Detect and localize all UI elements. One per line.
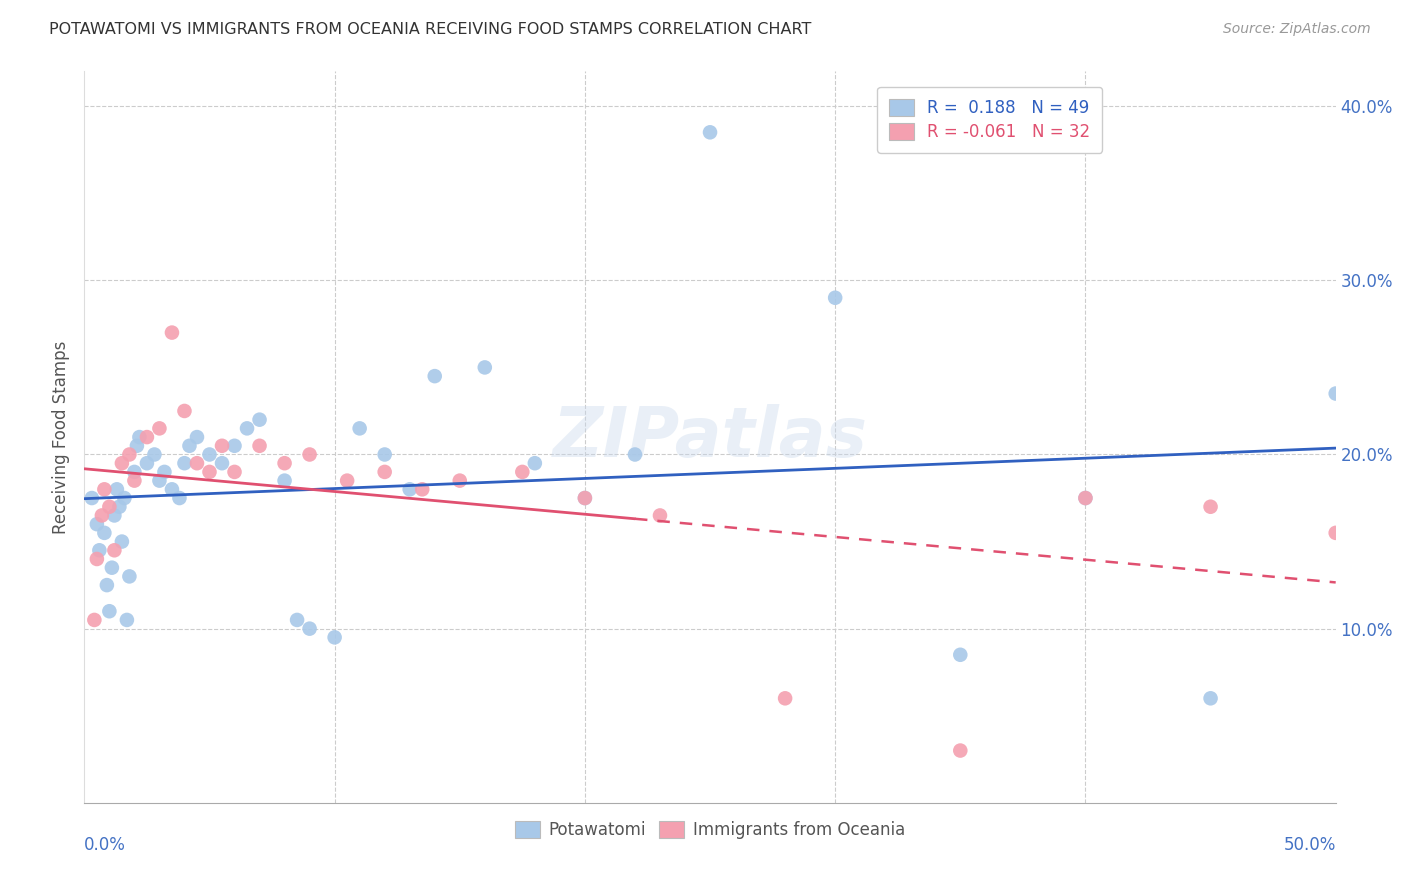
Point — [118, 569, 141, 583]
Point — [89, 543, 111, 558]
Point — [374, 465, 396, 479]
Point — [160, 326, 183, 340]
Point — [90, 508, 112, 523]
Point — [824, 291, 846, 305]
Point — [86, 517, 108, 532]
Point — [80, 491, 103, 505]
Point — [148, 421, 170, 435]
Point — [98, 500, 121, 514]
Point — [323, 631, 346, 645]
Point — [186, 456, 208, 470]
Point — [186, 430, 208, 444]
Point — [115, 613, 138, 627]
Point — [179, 439, 201, 453]
Point — [86, 552, 108, 566]
Point — [648, 508, 671, 523]
Point — [574, 491, 596, 505]
Point — [699, 125, 721, 139]
Point — [512, 465, 534, 479]
Point — [111, 534, 134, 549]
Point — [160, 483, 183, 497]
Point — [624, 448, 647, 462]
Point — [96, 578, 118, 592]
Point — [128, 430, 150, 444]
Point — [1199, 691, 1222, 706]
Point — [153, 465, 176, 479]
Point — [93, 483, 115, 497]
Point — [103, 543, 125, 558]
Point — [374, 448, 396, 462]
Point — [224, 465, 246, 479]
Point — [1324, 525, 1347, 540]
Point — [474, 360, 496, 375]
Point — [249, 412, 271, 426]
Point — [118, 448, 141, 462]
Point — [224, 439, 246, 453]
Point — [111, 456, 134, 470]
Point — [136, 456, 159, 470]
Text: 0.0%: 0.0% — [84, 836, 127, 854]
Text: Source: ZipAtlas.com: Source: ZipAtlas.com — [1223, 22, 1371, 37]
Point — [83, 613, 105, 627]
Point — [1199, 500, 1222, 514]
Point — [124, 474, 146, 488]
Point — [349, 421, 371, 435]
Point — [124, 465, 146, 479]
Point — [298, 448, 321, 462]
Point — [198, 448, 221, 462]
Point — [103, 508, 125, 523]
Point — [101, 560, 124, 574]
Point — [1074, 491, 1097, 505]
Point — [108, 500, 131, 514]
Point — [105, 483, 128, 497]
Point — [411, 483, 433, 497]
Point — [423, 369, 446, 384]
Point — [125, 439, 148, 453]
Point — [211, 456, 233, 470]
Point — [93, 525, 115, 540]
Point — [523, 456, 546, 470]
Point — [148, 474, 170, 488]
Text: 50.0%: 50.0% — [1284, 836, 1336, 854]
Point — [198, 465, 221, 479]
Point — [1074, 491, 1097, 505]
Legend: Potawatomi, Immigrants from Oceania: Potawatomi, Immigrants from Oceania — [509, 814, 911, 846]
Point — [336, 474, 359, 488]
Point — [211, 439, 233, 453]
Y-axis label: Receiving Food Stamps: Receiving Food Stamps — [52, 341, 70, 533]
Point — [236, 421, 259, 435]
Text: POTAWATOMI VS IMMIGRANTS FROM OCEANIA RECEIVING FOOD STAMPS CORRELATION CHART: POTAWATOMI VS IMMIGRANTS FROM OCEANIA RE… — [49, 22, 811, 37]
Point — [249, 439, 271, 453]
Point — [169, 491, 191, 505]
Point — [449, 474, 471, 488]
Point — [173, 404, 195, 418]
Point — [398, 483, 420, 497]
Point — [1324, 386, 1347, 401]
Point — [273, 474, 295, 488]
Point — [136, 430, 159, 444]
Point — [173, 456, 195, 470]
Point — [143, 448, 166, 462]
Point — [98, 604, 121, 618]
Point — [298, 622, 321, 636]
Point — [285, 613, 308, 627]
Point — [574, 491, 596, 505]
Text: ZIPatlas: ZIPatlas — [553, 403, 868, 471]
Point — [949, 648, 972, 662]
Point — [773, 691, 796, 706]
Point — [112, 491, 135, 505]
Point — [949, 743, 972, 757]
Point — [273, 456, 295, 470]
